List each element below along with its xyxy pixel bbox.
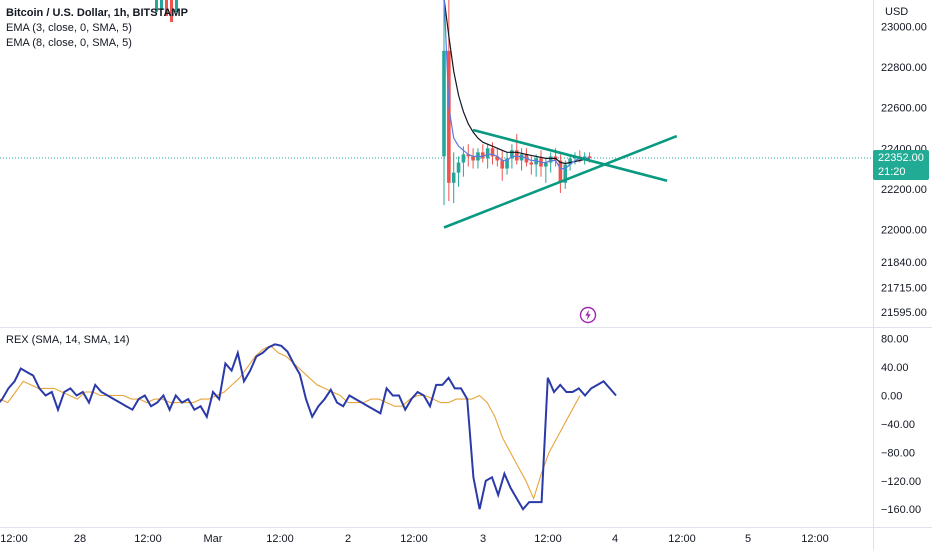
candle-body — [495, 156, 500, 161]
candle-body — [582, 156, 587, 159]
candle-body — [529, 162, 534, 165]
rex-tick-label: 80.00 — [881, 334, 909, 346]
price-tick-label: 21595.00 — [881, 307, 927, 319]
candle-body — [563, 164, 568, 183]
candle-clipped — [160, 0, 163, 10]
rex-legend: REX (SMA, 14, SMA, 14) — [6, 333, 129, 348]
candle-body — [500, 160, 504, 169]
candle-body — [587, 156, 592, 159]
candle-body — [442, 50, 446, 157]
time-tick-label: 12:00 — [134, 533, 162, 545]
rex-signal-line — [0, 345, 581, 501]
price-tick-label: 21715.00 — [881, 282, 927, 294]
current-price-value: 22352.00 — [878, 152, 924, 165]
time-tick-label: 12:00 — [266, 533, 294, 545]
candle-body — [485, 148, 490, 159]
rex-pane — [0, 343, 617, 511]
chart-title: Bitcoin / U.S. Dollar, 1h, BITSTAMP — [6, 7, 188, 19]
time-tick-label: 12:00 — [668, 533, 696, 545]
candle-clipped — [170, 0, 173, 22]
candle-clipped — [155, 0, 158, 12]
time-tick-label: 12:00 — [400, 533, 428, 545]
candle-body — [534, 158, 538, 165]
time-tick-label: 12:00 — [0, 533, 28, 545]
price-tick-label: 22800.00 — [881, 62, 927, 74]
flash-icon[interactable] — [579, 306, 597, 324]
candle-body — [471, 156, 475, 161]
rex-tick-label: −80.00 — [881, 447, 915, 459]
candle-body — [544, 162, 548, 167]
rex-tick-label: −40.00 — [881, 419, 915, 431]
candle-body — [548, 156, 553, 163]
candle-body — [558, 160, 563, 183]
candle-body — [466, 154, 471, 157]
candle-body — [519, 154, 524, 161]
price-tick-label: 22600.00 — [881, 103, 927, 115]
time-tick-label: 5 — [745, 533, 751, 545]
ema8-legend: EMA (8, close, 0, SMA, 5) — [6, 37, 132, 49]
rex-title: REX (SMA, 14, SMA, 14) — [6, 334, 130, 346]
price-tick-label: 21840.00 — [881, 257, 927, 269]
ema8-line — [443, 0, 590, 165]
candle-body — [481, 152, 485, 159]
trendline — [443, 134, 678, 229]
candle-countdown: 21:20 — [878, 166, 906, 179]
rex-tick-label: −120.00 — [881, 476, 921, 488]
candle-body — [451, 172, 456, 183]
time-tick-label: 12:00 — [801, 533, 829, 545]
time-tick-label: 4 — [612, 533, 618, 545]
rex-tick-label: 0.00 — [881, 391, 902, 403]
candle-body — [510, 150, 514, 159]
candle-body — [505, 158, 509, 169]
price-legend: Bitcoin / U.S. Dollar, 1h, BITSTAMP EMA … — [6, 6, 188, 51]
currency-label: USD — [885, 6, 909, 18]
candle-clipped — [165, 0, 168, 16]
price-pane — [0, 0, 873, 229]
ema3-legend: EMA (3, close, 0, SMA, 5) — [6, 22, 132, 34]
rex-tick-label: −160.00 — [881, 504, 921, 516]
rex-tick-label: 40.00 — [881, 362, 909, 374]
time-tick-label: 2 — [345, 533, 351, 545]
time-tick-label: 28 — [74, 533, 86, 545]
price-tick-label: 22200.00 — [881, 184, 927, 196]
candle-body — [461, 154, 466, 163]
candle-body — [490, 148, 495, 157]
time-tick-label: Mar — [204, 533, 223, 545]
candle-body — [447, 50, 451, 183]
candle-body — [456, 162, 461, 173]
candle-body — [514, 150, 519, 161]
time-tick-label: 12:00 — [534, 533, 562, 545]
ema3-line — [443, 0, 590, 170]
trendline — [472, 128, 668, 183]
price-tick-label: 22000.00 — [881, 225, 927, 237]
current-price-badge: 22352.00 21:20 — [873, 150, 929, 181]
candle-clipped — [175, 0, 178, 12]
price-tick-label: 23000.00 — [881, 21, 927, 33]
rex-line — [0, 343, 617, 511]
candle-body — [568, 158, 572, 165]
time-tick-label: 3 — [480, 533, 486, 545]
